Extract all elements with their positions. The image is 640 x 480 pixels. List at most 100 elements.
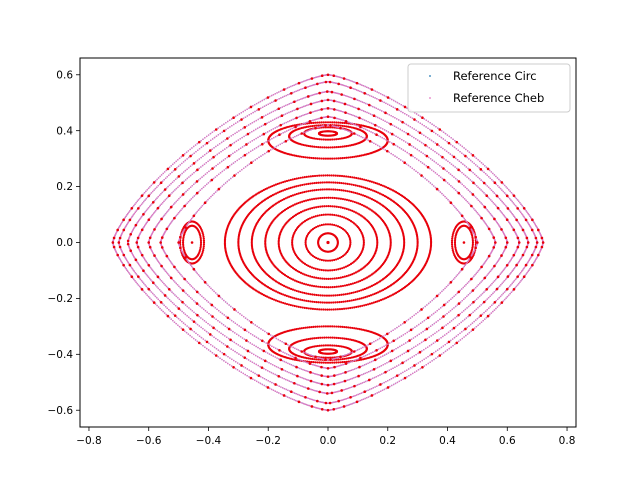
overlay-point (303, 306, 306, 309)
overlay-point (285, 302, 289, 306)
overlay-point (297, 290, 300, 293)
overlay-point (321, 196, 324, 200)
overlay-point (368, 302, 372, 305)
overlay-point (348, 292, 351, 295)
overlay-point (283, 180, 287, 183)
overlay-point (291, 296, 294, 299)
overlay-point (336, 181, 339, 184)
overlay-point (317, 301, 320, 304)
overlay-point (360, 185, 363, 188)
overlay-point (285, 294, 288, 297)
overlay-point (356, 290, 359, 293)
overlay-point (304, 238, 308, 241)
overlay-point (319, 197, 322, 200)
overlay-point (331, 196, 334, 199)
overlay-point (313, 124, 316, 127)
overlay-point (335, 132, 339, 135)
overlay-point (348, 183, 351, 186)
overlay-point (314, 137, 318, 140)
overlay-point (360, 297, 363, 300)
overlay-point (333, 268, 336, 272)
overlay-point (322, 259, 325, 262)
overlay-point (324, 269, 328, 272)
overlay-point (357, 305, 360, 308)
overlay-point (429, 242, 433, 245)
overlay-point (315, 225, 318, 229)
overlay-point (325, 205, 328, 208)
overlay-point (362, 186, 365, 189)
overlay-point (362, 243, 365, 246)
overlay-point (336, 188, 339, 191)
overlay-point (370, 180, 373, 183)
overlay-point (333, 196, 336, 200)
overlay-point (315, 276, 318, 279)
overlay-point (326, 223, 330, 226)
overlay-point (361, 178, 364, 181)
overlay-point (326, 259, 330, 262)
overlay-point (326, 308, 329, 311)
overlay-point (309, 145, 312, 148)
overlay-point (335, 197, 338, 200)
overlay-point (289, 186, 292, 189)
overlay-point (322, 308, 325, 311)
overlay-point (311, 307, 315, 310)
overlay-point (340, 181, 343, 185)
overlay-point (293, 297, 296, 300)
overlay-point (332, 301, 335, 304)
overlay-point (320, 268, 323, 272)
overlay-point (328, 259, 332, 262)
overlay-point (338, 293, 341, 297)
overlay-point (339, 215, 342, 218)
overlay-point (319, 146, 322, 149)
overlay-point (322, 174, 325, 177)
overlay-point (291, 178, 294, 181)
overlay-point (327, 294, 331, 297)
overlay-point (341, 145, 344, 148)
overlay-point (280, 301, 283, 304)
overlay-point (333, 277, 336, 280)
overlay-point (323, 277, 326, 280)
overlay-point (352, 183, 355, 187)
overlay-point (325, 286, 328, 289)
overlay-point (316, 214, 319, 217)
overlay-point (305, 299, 308, 302)
overlay-point (340, 226, 343, 230)
overlay-point (316, 225, 320, 228)
overlay-point (311, 145, 314, 148)
overlay-point (299, 281, 302, 284)
overlay-point (334, 181, 337, 184)
overlay-point (305, 292, 308, 295)
overlay-point (315, 308, 319, 311)
overlay-point (332, 308, 335, 311)
overlay-point (326, 138, 330, 141)
overlay-point (361, 304, 364, 307)
overlay-point (353, 176, 356, 179)
overlay-point (321, 294, 324, 297)
overlay-point (301, 291, 304, 294)
overlay-point (320, 223, 323, 227)
overlay-point (324, 223, 328, 226)
overlay-point (334, 174, 337, 177)
overlay-point (328, 223, 332, 226)
overlay-point (343, 229, 346, 232)
overlay-point (322, 269, 325, 272)
overlay-point (331, 146, 334, 149)
overlay-point (316, 257, 320, 260)
overlay-point (347, 175, 350, 178)
overlay-point (337, 137, 340, 141)
overlay-point (329, 146, 332, 149)
overlay-point (366, 303, 370, 306)
overlay-point (352, 291, 355, 294)
overlay-point (339, 145, 342, 148)
overlay-point (344, 217, 348, 220)
overlay-point (335, 138, 338, 141)
overlay-point (313, 226, 316, 230)
overlay-point (335, 205, 338, 208)
overlay-point (305, 263, 308, 267)
overlay-point (301, 200, 304, 203)
overlay-point (340, 174, 344, 178)
overlay-point (331, 269, 334, 272)
overlay-point (324, 174, 327, 177)
overlay-point (304, 283, 308, 286)
overlay-point (311, 227, 314, 231)
